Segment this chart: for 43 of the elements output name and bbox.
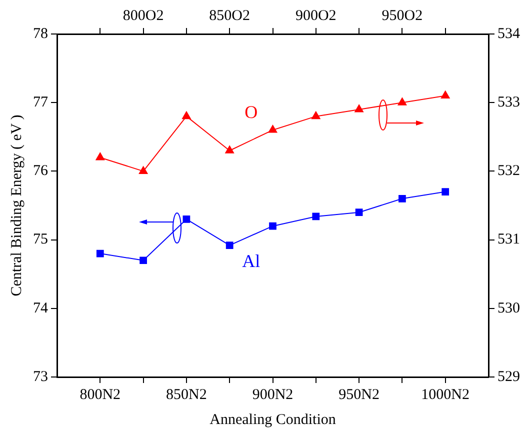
point xyxy=(312,212,320,220)
y2-tick-label: 534 xyxy=(498,26,520,42)
point xyxy=(440,90,450,98)
point xyxy=(269,222,276,230)
y2-tick-label: 532 xyxy=(498,163,520,180)
y-tick-label: 78 xyxy=(33,26,48,42)
point xyxy=(354,104,364,112)
x-tick-label: 800N2 xyxy=(80,386,121,403)
point xyxy=(398,194,406,202)
y-axis-title: Central Binding Energy ( eV ) xyxy=(8,114,25,296)
y-tick-label: 74 xyxy=(33,300,48,316)
y-tick-label: 75 xyxy=(33,232,48,248)
series-label: Al xyxy=(242,251,260,272)
point xyxy=(182,111,191,120)
x-tick-label: 900N2 xyxy=(252,386,294,403)
y-tick-label: 77 xyxy=(33,94,48,111)
y2-tick-label: 533 xyxy=(498,94,520,111)
series-label: O xyxy=(244,102,258,122)
x-tick-label: 1000N2 xyxy=(421,386,470,403)
x-tick-label: 950O2 xyxy=(382,8,423,24)
point xyxy=(268,125,278,133)
point xyxy=(225,146,234,154)
y2-tick-label: 529 xyxy=(498,368,520,385)
x-tick-label: 900O2 xyxy=(295,8,336,24)
point xyxy=(96,152,105,160)
point xyxy=(226,242,234,249)
point xyxy=(138,166,148,174)
point xyxy=(96,250,104,258)
x-axis-title: Annealing Condition xyxy=(210,412,336,428)
x-tick-label: 800O2 xyxy=(122,8,164,24)
point xyxy=(442,188,450,196)
x-tick-label: 850N2 xyxy=(166,386,207,403)
point xyxy=(140,256,147,264)
y-tick-label: 73 xyxy=(33,368,48,385)
x-tick-label: 950N2 xyxy=(338,386,380,403)
x-tick-label: 850O2 xyxy=(209,8,250,24)
point xyxy=(312,111,320,120)
point xyxy=(398,98,407,106)
point xyxy=(355,208,363,216)
y2-tick-label: 530 xyxy=(498,300,520,316)
point xyxy=(182,216,190,223)
y-tick-label: 76 xyxy=(33,163,48,180)
y2-tick-label: 531 xyxy=(498,232,520,248)
